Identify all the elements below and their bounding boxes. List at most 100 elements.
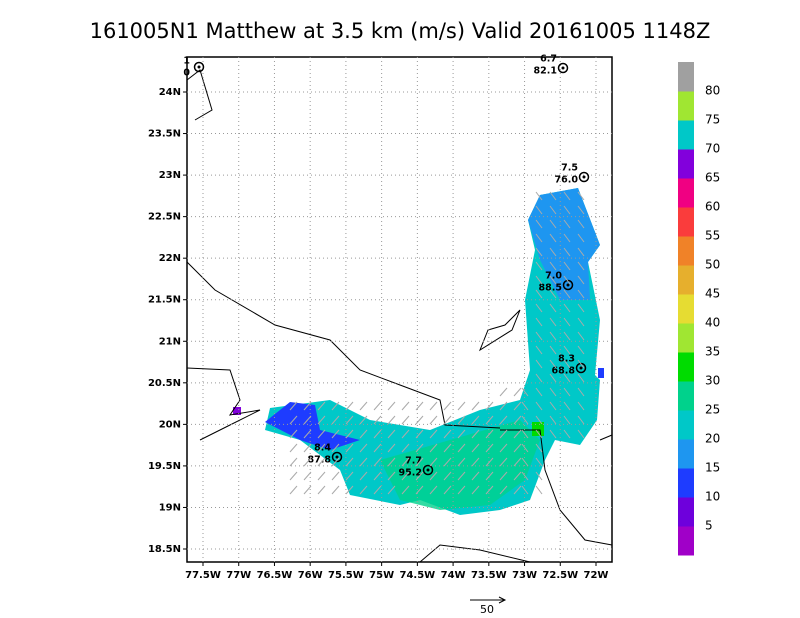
wind-vector [521,443,529,453]
wind-vector [443,401,452,411]
wind-vector [563,247,571,257]
storm-label-bottom: 87.8 [308,455,332,466]
colorbar-label: 80 [705,84,720,98]
wind-vector [535,471,543,481]
wind-vector [577,429,585,439]
wind-vector [535,303,543,313]
wind-vector [359,485,368,495]
wind-vector [457,471,466,481]
y-tick-label: 23N [159,170,181,181]
wind-vector [429,443,438,453]
storm-label-bottom: 95.2 [399,468,422,479]
wind-vector [577,415,585,425]
wind-vector [331,485,340,495]
wind-vector [577,289,585,299]
x-tick-label: 77W [226,570,251,581]
wind-vector [563,331,571,341]
wind-vector [457,415,466,425]
wind-vector [373,429,382,439]
wind-vector [303,429,312,439]
wind-vector [521,429,529,439]
x-tick-label: 74.5W [400,570,436,581]
reference-arrowhead [498,596,507,604]
wind-vector [415,401,424,411]
wind-vector [577,401,585,411]
wind-vector [535,317,543,327]
wind-vector [535,331,543,341]
wind-vector [535,247,543,257]
wind-area [598,368,604,378]
wind-vector [549,247,557,257]
wind-vector [577,345,585,355]
wind-vector [577,317,585,327]
wind-vector [535,359,543,369]
coastline [500,429,613,546]
colorbar-label: 45 [705,287,720,301]
storm-symbol [197,65,201,69]
wind-vector [387,471,396,481]
wind-vector [513,457,522,467]
storm-label-top: 7.5 [561,163,578,174]
y-tick-label: 20N [159,419,181,430]
wind-vector [289,443,298,453]
x-tick-label: 76.5W [257,570,293,581]
colorbar-label: 20 [705,432,720,446]
wind-vector [345,429,354,439]
wind-vector [457,457,466,467]
wind-vector [535,219,543,229]
coastline [186,261,501,429]
wind-vector [549,429,557,439]
wind-vector [563,261,571,271]
wind-vectors [289,191,585,495]
wind-vector [549,233,557,243]
wind-vector [513,443,522,453]
wind-vector [345,457,354,467]
wind-area [532,422,544,436]
wind-vector [535,429,543,439]
wind-vector [373,471,382,481]
colorbar-label: 55 [705,229,720,243]
storm-symbol [331,451,343,463]
wind-vector [535,373,543,383]
wind-vector [535,261,543,271]
storm-symbol [561,66,565,70]
y-tick-label: 22N [159,253,181,264]
wind-vector [577,219,585,229]
wind-vector [471,401,480,411]
wind-vector [387,429,396,439]
wind-vector [331,429,340,439]
colorbar-segment [678,265,694,295]
wind-vector [499,415,508,425]
wind-vector [563,191,571,201]
wind-vector [549,359,557,369]
wind-vector [317,401,326,411]
storm-label-bottom: 82.1 [534,66,557,77]
wind-vector [577,373,585,383]
wind-vector [485,443,494,453]
y-tick-label: 21N [159,336,181,347]
wind-vector [499,401,508,411]
wind-vector [513,401,522,411]
wind-vector [471,443,480,453]
colorbar-segment [678,439,694,469]
wind-vector [563,303,571,313]
storm-label-top: 7.7 [405,456,422,467]
wind-vector [429,471,438,481]
wind-vector [563,317,571,327]
wind-vector [401,457,410,467]
wind-vector [521,485,529,495]
wind-vector [549,205,557,215]
wind-vector [535,443,543,453]
wind-vector [317,429,326,439]
wind-vector [289,415,298,425]
storm-symbol [557,62,569,74]
wind-vector [563,289,571,299]
storm-center: 10 [183,56,205,79]
y-tick-label: 24N [159,87,181,98]
wind-vector [563,373,571,383]
wind-vector [549,219,557,229]
wind-vector [387,457,396,467]
wind-vector [577,331,585,341]
storm-symbol [578,171,590,183]
y-tick-label: 18.5N [148,544,181,555]
